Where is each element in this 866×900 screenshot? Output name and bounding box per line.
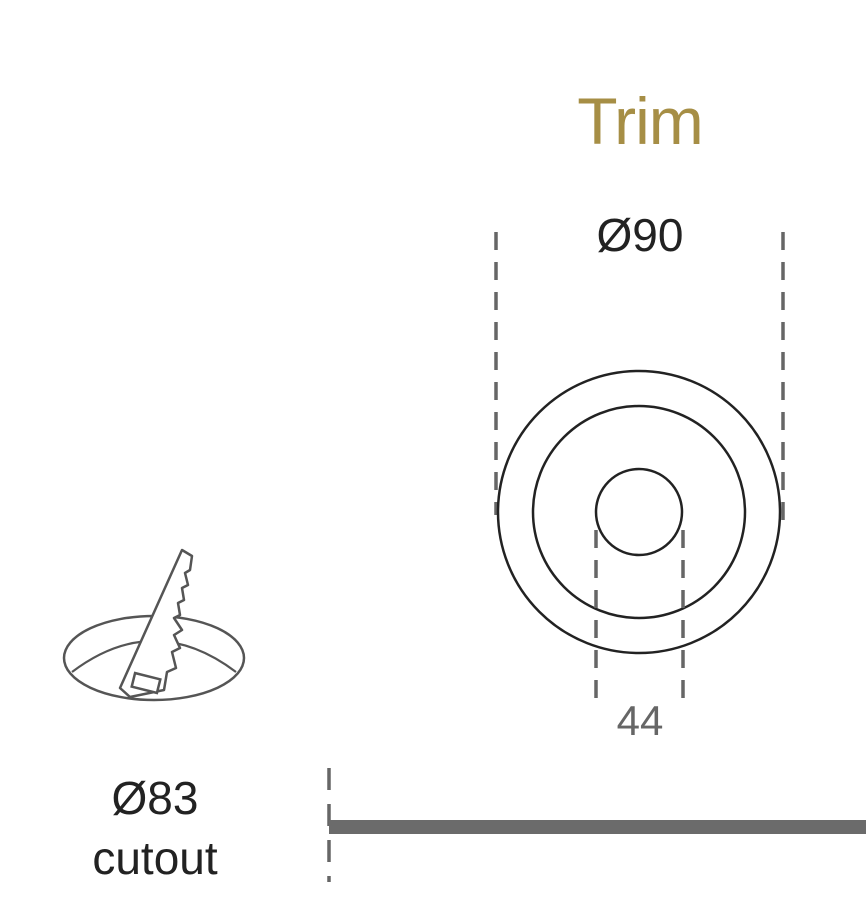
saw-cutting-hole-icon — [62, 548, 246, 702]
trim-title: Trim — [577, 84, 704, 158]
cutout-diameter-label: Ø83 — [111, 772, 199, 824]
trim-middle-circle — [531, 404, 747, 620]
trim-inner-circle — [594, 467, 684, 557]
cutout-label: cutout — [92, 832, 218, 884]
inner-dimension-label: 44 — [616, 697, 664, 744]
trim-outer-circle — [496, 369, 782, 655]
outer-diameter-label: Ø90 — [596, 209, 684, 261]
